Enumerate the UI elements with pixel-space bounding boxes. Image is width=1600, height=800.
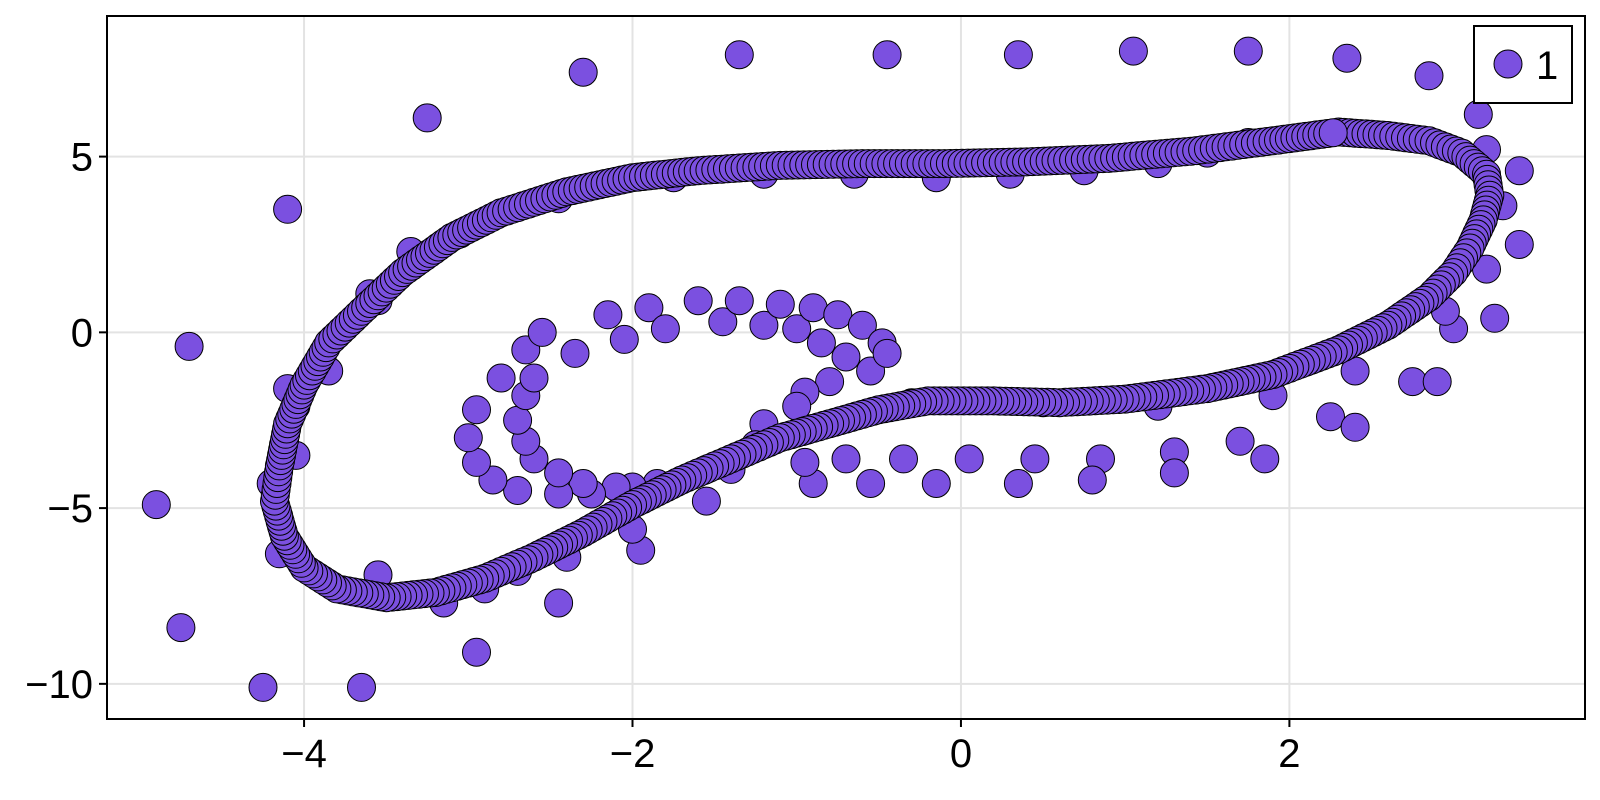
data-point <box>527 317 557 347</box>
data-point <box>708 307 738 337</box>
data-point <box>691 486 721 516</box>
data-point <box>782 314 812 344</box>
data-point <box>815 367 845 397</box>
data-point <box>872 40 902 70</box>
data-point <box>503 405 533 435</box>
data-point <box>1422 367 1452 397</box>
x-tick-label: 2 <box>1278 732 1300 776</box>
data-point <box>749 310 779 340</box>
legend-box <box>1473 25 1573 104</box>
data-point <box>593 300 623 330</box>
data-point <box>1332 43 1362 73</box>
data-point <box>683 286 713 316</box>
y-tick-label: 0 <box>71 311 93 355</box>
data-point <box>1159 458 1189 488</box>
data-point <box>790 447 820 477</box>
y-tick-label: −10 <box>25 663 93 707</box>
data-point <box>831 342 861 372</box>
data-point <box>166 613 196 643</box>
data-point <box>1250 444 1280 474</box>
data-point <box>141 490 171 520</box>
data-point <box>1118 36 1148 66</box>
data-point <box>568 469 598 498</box>
data-point <box>519 363 549 393</box>
y-tick-label: −5 <box>47 487 93 531</box>
data-point <box>560 338 590 368</box>
data-point <box>1318 118 1348 148</box>
data-point <box>347 672 376 702</box>
x-tick-label: 0 <box>950 732 972 776</box>
legend: 1 <box>1473 25 1573 104</box>
x-tick-label: −4 <box>281 732 327 776</box>
data-point <box>248 672 278 702</box>
data-point <box>1316 402 1345 432</box>
x-axis-ticks: −4 −2 0 2 <box>281 719 1301 776</box>
data-point <box>1225 426 1255 456</box>
data-point <box>1414 61 1444 91</box>
data-point <box>650 314 680 344</box>
data-point <box>889 444 918 474</box>
legend-marker <box>1493 49 1523 79</box>
data-point <box>1504 156 1534 186</box>
data-point <box>1020 444 1050 474</box>
data-point <box>831 444 861 474</box>
data-point <box>1003 469 1033 498</box>
data-point <box>921 469 951 498</box>
data-point <box>1003 40 1033 70</box>
data-point <box>847 310 877 340</box>
data-point <box>765 289 795 319</box>
data-point <box>724 286 754 316</box>
data-point <box>724 40 754 70</box>
data-point <box>806 328 836 358</box>
y-tick-label: 5 <box>71 136 93 180</box>
data-point <box>453 423 483 453</box>
data-point <box>412 103 442 133</box>
data-points <box>141 36 1534 702</box>
data-point <box>823 300 853 330</box>
data-point <box>462 447 491 477</box>
data-point <box>462 637 491 667</box>
data-point <box>1340 412 1370 442</box>
data-point <box>1398 367 1428 397</box>
data-point <box>544 588 574 618</box>
data-point <box>609 324 639 354</box>
plot-frame <box>106 15 1586 720</box>
data-point <box>1077 465 1107 495</box>
data-point <box>1463 99 1493 129</box>
data-point <box>174 331 204 361</box>
data-point <box>872 338 902 368</box>
legend-label: 1 <box>1536 44 1558 88</box>
data-point <box>634 293 664 323</box>
data-point <box>954 444 984 474</box>
data-point <box>1504 230 1534 259</box>
data-point <box>503 476 533 505</box>
data-point <box>568 57 598 87</box>
x-tick-label: −2 <box>610 732 656 776</box>
data-point <box>798 293 828 323</box>
data-point <box>486 363 516 393</box>
data-point <box>856 469 886 498</box>
y-axis-ticks: −10 −5 0 5 <box>25 136 107 707</box>
data-point <box>544 458 574 488</box>
data-point <box>462 395 491 425</box>
data-point <box>1233 36 1263 66</box>
data-point <box>273 194 303 224</box>
data-point <box>1480 303 1510 333</box>
